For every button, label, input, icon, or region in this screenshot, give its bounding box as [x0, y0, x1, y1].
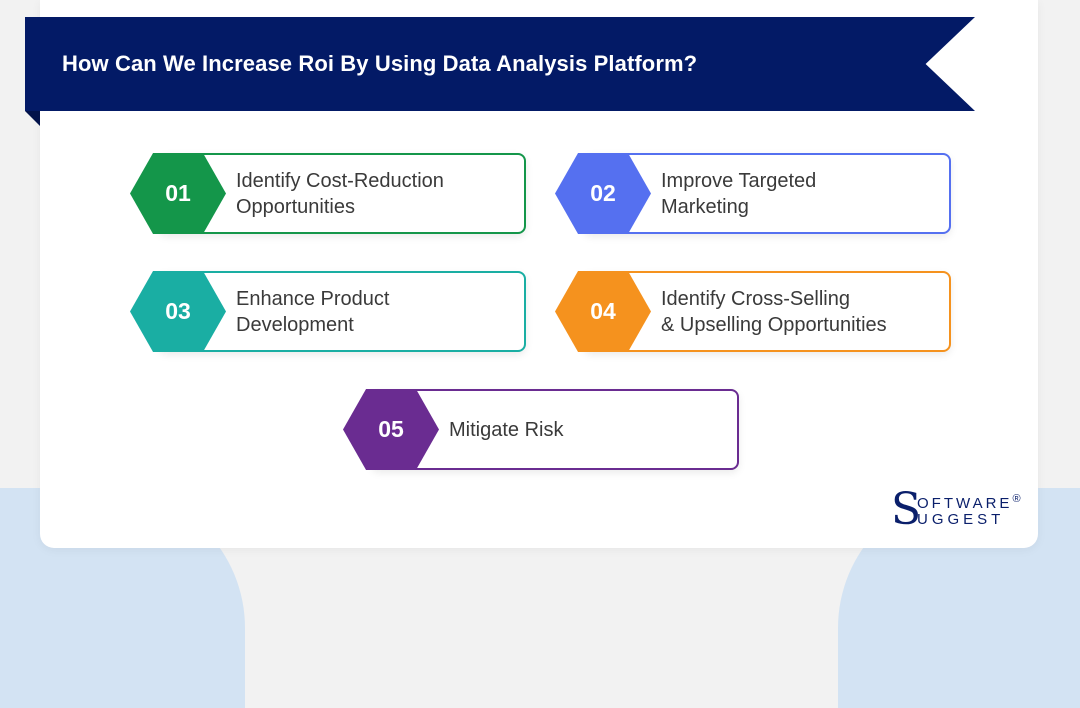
item-label: Identify Cost-Reduction Opportunities — [236, 153, 526, 234]
item-label-line1: Identify Cross-Selling — [661, 287, 850, 310]
item-label-line1: Identify Cost-Reduction — [236, 169, 444, 192]
logo-top-word: OFTWARE — [917, 495, 1013, 512]
list-item-04: 04 Identify Cross-Selling & Upselling Opp… — [555, 271, 951, 352]
hexagon-number-badge: 03 — [130, 271, 226, 352]
registered-mark-icon: ® — [1012, 493, 1021, 505]
list-item-02: 02 Improve Targeted Marketing — [555, 153, 951, 234]
hexagon-number-badge: 05 — [343, 389, 439, 470]
logo-bottom-text: UGGEST — [917, 511, 1005, 528]
page-title: How Can We Increase Roi By Using Data An… — [62, 51, 698, 76]
softwaresuggest-logo: S OFTWARE® UGGEST — [891, 485, 1031, 535]
hexagon-number-badge: 01 — [130, 153, 226, 234]
item-label-line2: Marketing — [661, 195, 749, 218]
item-label-line1: Enhance Product — [236, 287, 390, 310]
item-label: Mitigate Risk — [449, 389, 739, 470]
logo-initial: S — [891, 484, 922, 535]
item-label-line1: Improve Targeted — [661, 169, 817, 192]
banner-fold — [25, 111, 40, 126]
hexagon-number-badge: 04 — [555, 271, 651, 352]
list-item-05: 05 Mitigate Risk — [343, 389, 739, 470]
title-banner: How Can We Increase Roi By Using Data An… — [25, 17, 975, 127]
item-label-line1: Mitigate Risk — [449, 418, 564, 441]
item-label-line2: & Upselling Opportunities — [661, 313, 887, 336]
item-label-line2: Development — [236, 313, 354, 336]
item-label-line2: Opportunities — [236, 195, 355, 218]
list-item-01: 01 Identify Cost-Reduction Opportunities — [130, 153, 526, 234]
banner-ribbon — [25, 17, 975, 111]
item-label: Enhance Product Development — [236, 271, 526, 352]
item-label: Improve Targeted Marketing — [661, 153, 951, 234]
list-item-03: 03 Enhance Product Development — [130, 271, 526, 352]
hexagon-number-badge: 02 — [555, 153, 651, 234]
logo-top-text: OFTWARE® — [917, 493, 1021, 512]
item-label: Identify Cross-Selling & Upselling Opport… — [661, 271, 951, 352]
